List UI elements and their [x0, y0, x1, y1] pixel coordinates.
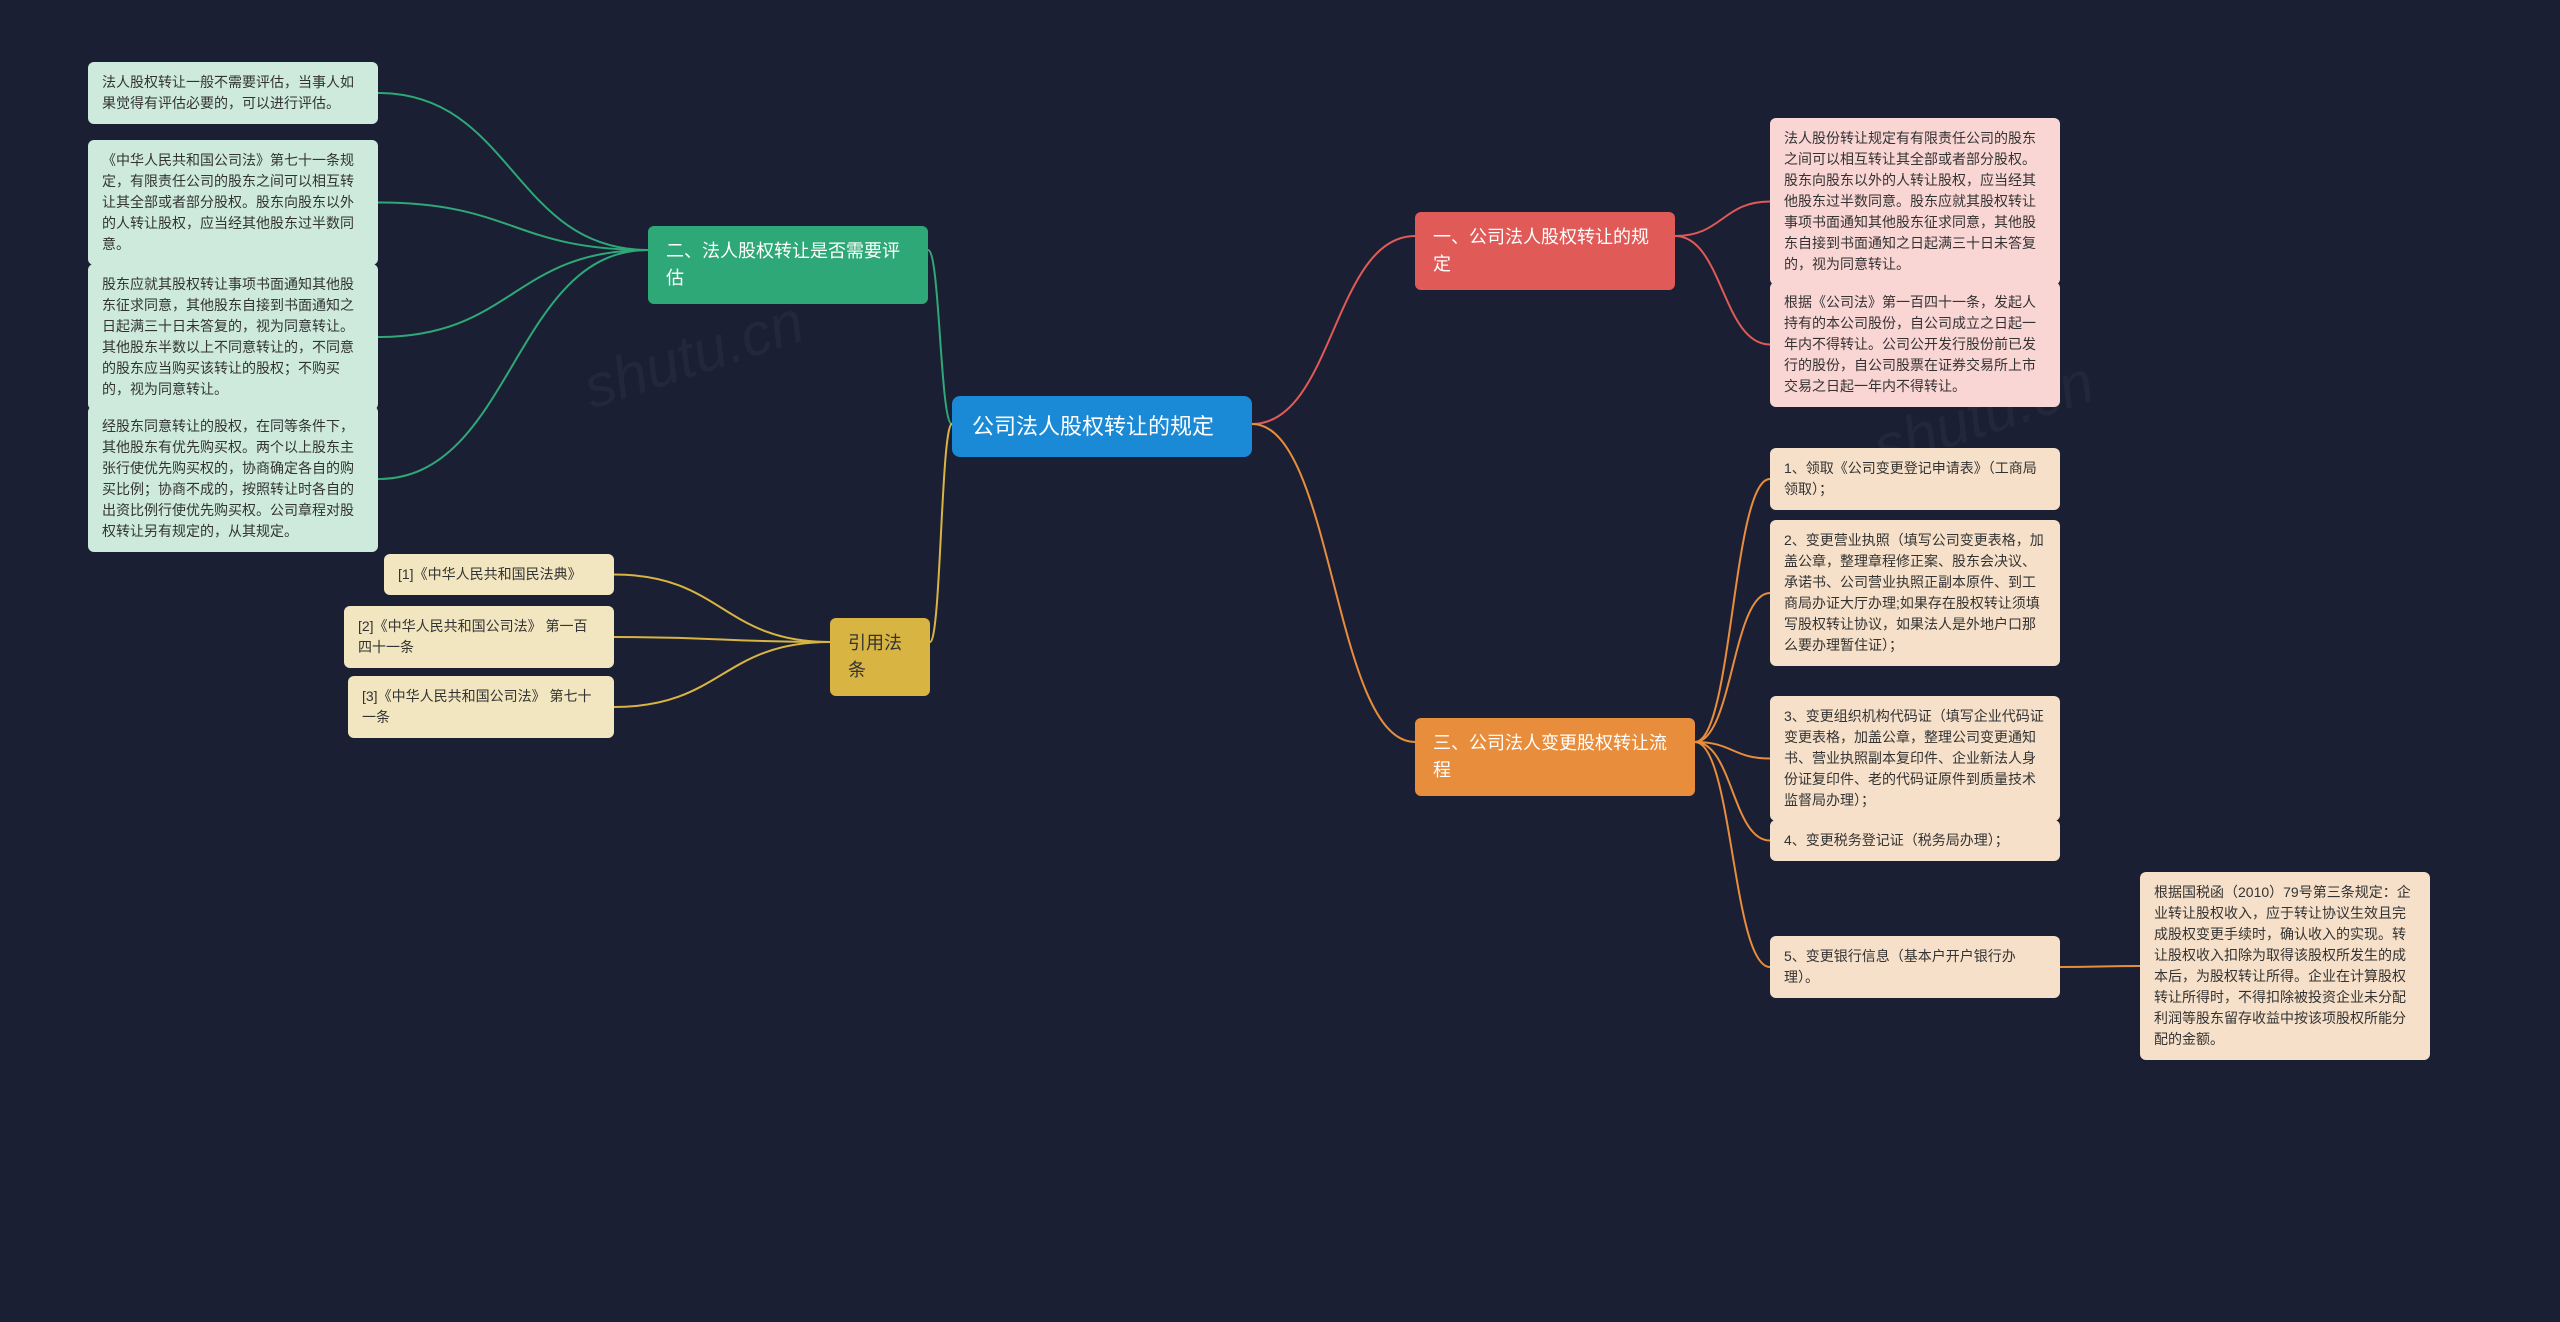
- leaf-b3-1: 2、变更营业执照（填写公司变更表格，加盖公章，整理章程修正案、股东会决议、承诺书…: [1770, 520, 2060, 666]
- branch-b1: 一、公司法人股权转让的规定: [1415, 212, 1675, 290]
- leaf-b2-3: 经股东同意转让的股权，在同等条件下，其他股东有优先购买权。两个以上股东主张行使优…: [88, 406, 378, 552]
- leaf-b3-3: 4、变更税务登记证（税务局办理）；: [1770, 820, 2060, 861]
- root-node: 公司法人股权转让的规定: [952, 396, 1252, 457]
- leaf-b2-1: 《中华人民共和国公司法》第七十一条规定，有限责任公司的股东之间可以相互转让其全部…: [88, 140, 378, 265]
- leaf-b1-0: 法人股份转让规定有有限责任公司的股东之间可以相互转让其全部或者部分股权。股东向股…: [1770, 118, 2060, 285]
- branch-b4: 引用法条: [830, 618, 930, 696]
- leaf-b4-2: [3]《中华人民共和国公司法》 第七十一条: [348, 676, 614, 738]
- branch-b3: 三、公司法人变更股权转让流程: [1415, 718, 1695, 796]
- branch-b2: 二、法人股权转让是否需要评估: [648, 226, 928, 304]
- leaf-b2-0: 法人股权转让一般不需要评估，当事人如果觉得有评估必要的，可以进行评估。: [88, 62, 378, 124]
- leaf-b3-0: 1、领取《公司变更登记申请表》（工商局领取）；: [1770, 448, 2060, 510]
- leaf-b4-0: [1]《中华人民共和国民法典》: [384, 554, 614, 595]
- leaf-b1-1: 根据《公司法》第一百四十一条，发起人持有的本公司股份，自公司成立之日起一年内不得…: [1770, 282, 2060, 407]
- leaf-b3-4-sub: 根据国税函（2010）79号第三条规定：企业转让股权收入，应于转让协议生效且完成…: [2140, 872, 2430, 1060]
- leaf-b3-2: 3、变更组织机构代码证（填写企业代码证变更表格，加盖公章，整理公司变更通知书、营…: [1770, 696, 2060, 821]
- root-label: 公司法人股权转让的规定: [972, 414, 1214, 439]
- leaf-b2-2: 股东应就其股权转让事项书面通知其他股东征求同意，其他股东自接到书面通知之日起满三…: [88, 264, 378, 410]
- leaf-b3-4: 5、变更银行信息（基本户开户银行办理）。: [1770, 936, 2060, 998]
- watermark-1: shutu.cn: [575, 287, 812, 423]
- leaf-b4-1: [2]《中华人民共和国公司法》 第一百四十一条: [344, 606, 614, 668]
